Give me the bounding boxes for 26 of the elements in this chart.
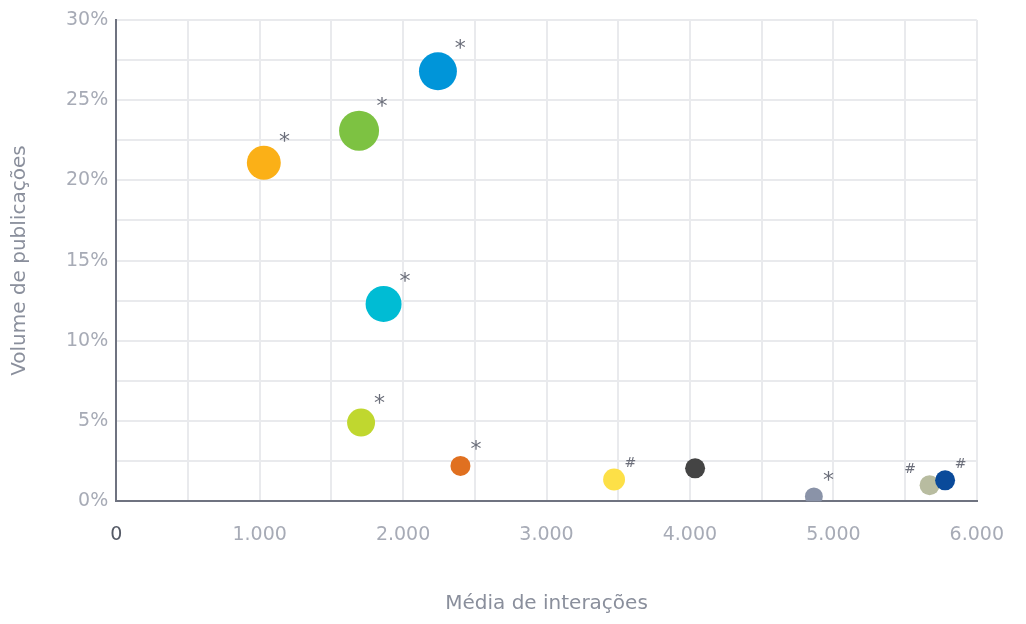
- annotation: *: [823, 467, 835, 493]
- x-tick-label: 3.000: [519, 521, 574, 544]
- y-tick-label: 5%: [78, 407, 109, 430]
- y-tick-label: 15%: [66, 247, 109, 270]
- x-tick-label: 6.000: [949, 521, 1005, 544]
- annotation: *: [376, 93, 388, 119]
- y-axis-title: Volume de publicações: [6, 145, 31, 376]
- x-tick-label: 0: [110, 521, 123, 544]
- annotation: #: [904, 460, 916, 477]
- y-tick-label: 30%: [66, 6, 109, 29]
- x-axis-title: Média de interações: [445, 590, 648, 615]
- x-tick-label: 4.000: [662, 521, 718, 544]
- y-tick-label: 0%: [78, 488, 109, 511]
- y-tick-label: 20%: [66, 167, 109, 190]
- x-tick-label: 1.000: [232, 521, 287, 544]
- annotation: *: [470, 436, 482, 462]
- x-tick-label: 5.000: [806, 521, 861, 544]
- x-tick-label: 2.000: [375, 521, 431, 544]
- annotation: *: [454, 34, 466, 60]
- y-tick-label: 10%: [66, 327, 109, 350]
- annotation: #: [954, 455, 967, 472]
- y-tick-label: 25%: [66, 87, 109, 110]
- annotation: *: [374, 389, 386, 415]
- annotation: *: [279, 127, 291, 153]
- annotation: *: [399, 268, 411, 294]
- annotation: #: [624, 453, 637, 470]
